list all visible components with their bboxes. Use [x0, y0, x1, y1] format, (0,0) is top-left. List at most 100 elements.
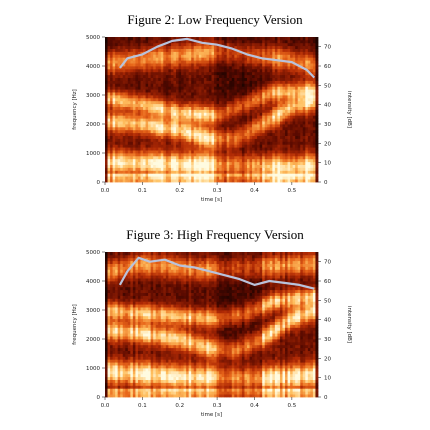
- spectrogram-cell: [163, 155, 167, 160]
- spectrogram-cell: [153, 179, 157, 183]
- spectrogram-cell: [158, 66, 162, 70]
- spectrogram-cell: [170, 124, 174, 128]
- spectrogram-cell: [292, 167, 296, 171]
- spectrogram-cell: [173, 60, 177, 64]
- spectrogram-cell: [127, 80, 131, 84]
- spectrogram-cell: [257, 153, 261, 157]
- spectrogram-cell: [285, 51, 288, 55]
- spectrogram-cell: [252, 132, 256, 136]
- spectrogram-cell: [186, 135, 190, 139]
- spectrogram-cell: [176, 103, 179, 107]
- spectrogram-cell: [287, 176, 291, 180]
- spectrogram-cell: [285, 45, 288, 49]
- spectrogram-cell: [285, 155, 288, 160]
- spectrogram-cell: [168, 54, 172, 58]
- spectrogram-cell: [300, 83, 304, 87]
- spectrogram-cell: [120, 138, 124, 142]
- spectrogram-cell: [226, 109, 230, 113]
- spectrogram-cell: [188, 74, 192, 78]
- spectrogram-cell: [259, 74, 263, 78]
- spectrogram-cell: [110, 129, 114, 134]
- spectrogram-cell: [165, 155, 169, 160]
- spectrogram-cell: [130, 298, 134, 302]
- spectrogram-cell: [186, 155, 190, 160]
- spectrogram-cell: [305, 135, 309, 139]
- spectrogram-cell: [229, 167, 233, 171]
- spectrogram-cell: [143, 92, 146, 96]
- spectrogram-cell: [105, 252, 108, 256]
- spectrogram-cell: [206, 150, 210, 154]
- spectrogram-cell: [297, 89, 301, 93]
- spectrogram-cell: [132, 324, 136, 328]
- spectrogram-cell: [198, 48, 202, 52]
- spectrogram-cell: [305, 74, 309, 78]
- spectrogram-cell: [297, 121, 301, 125]
- spectrogram-cell: [168, 167, 172, 171]
- spectrogram-cell: [105, 164, 108, 168]
- spectrogram-cell: [105, 368, 108, 372]
- spectrogram-cell: [305, 39, 309, 44]
- spectrogram-cell: [254, 48, 258, 52]
- spectrogram-cell: [148, 164, 152, 168]
- spectrogram-cell: [198, 176, 202, 180]
- spectrogram-cell: [254, 176, 258, 180]
- spectrogram-cell: [252, 57, 256, 61]
- spectrogram-cell: [206, 71, 210, 76]
- spectrogram-cell: [279, 147, 283, 151]
- spectrogram-cell: [274, 57, 278, 61]
- spectrogram-cell: [178, 150, 182, 154]
- spectrogram-cell: [127, 333, 131, 337]
- spectrogram-cell: [257, 54, 261, 58]
- spectrogram-cell: [229, 37, 233, 41]
- spectrogram-cell: [315, 71, 319, 76]
- spectrogram-cell: [158, 179, 162, 183]
- spectrogram-cell: [290, 54, 294, 58]
- spectrogram-cell: [229, 66, 233, 70]
- spectrogram-cell: [115, 310, 119, 314]
- spectrogram-cell: [135, 68, 139, 73]
- spectrogram-cell: [279, 176, 283, 180]
- spectrogram-cell: [259, 138, 263, 142]
- spectrogram-cell: [168, 66, 172, 70]
- spectrogram-cell: [127, 39, 131, 44]
- spectrogram-cell: [176, 74, 179, 78]
- spectrogram-cell: [208, 103, 212, 107]
- spectrogram-cell: [274, 66, 278, 70]
- spectrogram-cell: [140, 115, 144, 119]
- spectrogram-cell: [160, 106, 164, 110]
- spectrogram-cell: [145, 164, 149, 168]
- spectrogram-cell: [300, 173, 304, 177]
- spectrogram-cell: [140, 135, 144, 139]
- spectrogram-cell: [115, 301, 119, 305]
- spectrogram-cell: [249, 63, 253, 67]
- spectrogram-cell: [290, 45, 294, 49]
- spectrogram-cell: [297, 112, 301, 116]
- spectrogram-cell: [115, 164, 119, 168]
- spectrogram-cell: [105, 321, 108, 325]
- spectrogram-cell: [173, 170, 177, 174]
- spectrogram-cell: [302, 57, 306, 61]
- spectrogram-cell: [214, 77, 217, 81]
- spectrogram-cell: [130, 333, 134, 337]
- spectrogram-cell: [236, 106, 240, 110]
- spectrogram-cell: [279, 74, 283, 78]
- spectrogram-cell: [125, 179, 129, 183]
- spectrogram-cell: [196, 164, 200, 168]
- spectrogram-cell: [158, 118, 162, 122]
- spectrogram-cell: [137, 80, 141, 84]
- spectrogram-cell: [241, 63, 245, 67]
- spectrogram-cell: [203, 135, 207, 139]
- spectrogram-cell: [135, 356, 139, 360]
- spectrogram-cell: [282, 135, 286, 139]
- spectrogram-cell: [125, 370, 129, 375]
- spectrogram-cell: [117, 124, 121, 128]
- spectrogram-cell: [277, 45, 281, 49]
- spectrogram-cell: [295, 115, 299, 119]
- spectrogram-cell: [107, 63, 111, 67]
- spectrogram-cell: [307, 60, 311, 64]
- spectrogram-cell: [236, 132, 240, 136]
- spectrogram-cell: [170, 68, 174, 73]
- spectrogram-cell: [107, 298, 111, 302]
- spectrogram-cell: [224, 83, 228, 87]
- spectrogram-cell: [127, 373, 131, 378]
